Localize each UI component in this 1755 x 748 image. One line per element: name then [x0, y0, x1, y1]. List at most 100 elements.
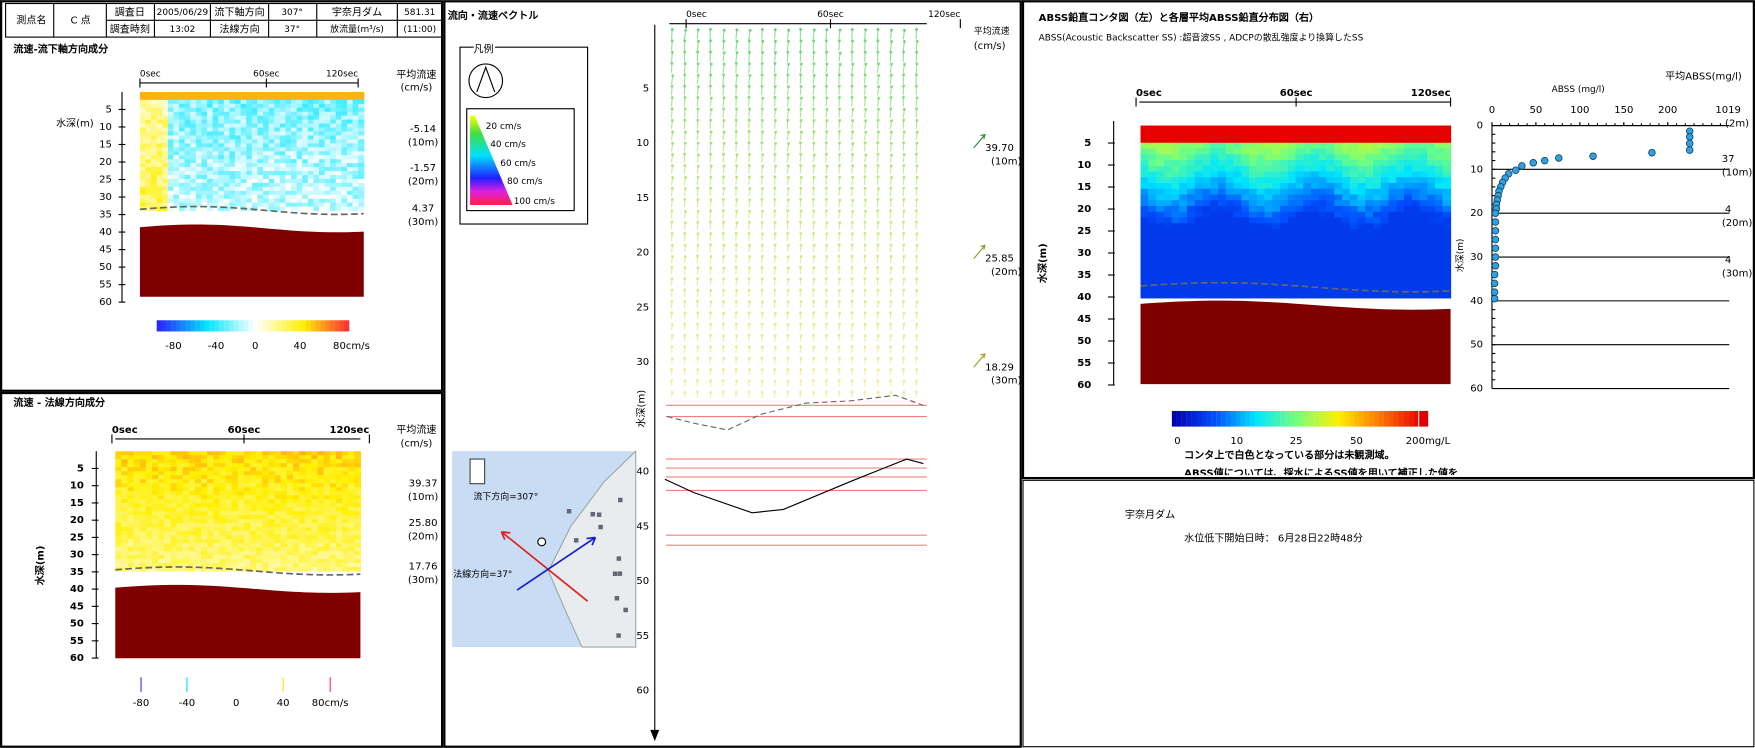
- contour-cell: [1179, 211, 1188, 219]
- contour-cell: [1179, 269, 1188, 276]
- contour-cell: [246, 143, 253, 148]
- vector-head: [760, 84, 764, 88]
- contour-cell: [1233, 280, 1242, 287]
- contour-cell: [296, 115, 303, 121]
- contour-cell: [167, 143, 175, 148]
- contour-cell: [139, 559, 147, 564]
- contour-cell: [313, 159, 320, 164]
- contour-cell: [164, 527, 171, 532]
- contour-cell: [305, 487, 312, 492]
- vector-head: [889, 266, 893, 270]
- contour-cell: [195, 111, 203, 117]
- contour-cell: [219, 539, 227, 544]
- contour-cell: [274, 194, 281, 200]
- contour-cell: [182, 475, 190, 480]
- contour-cell: [311, 503, 319, 508]
- contour-cell: [346, 91, 354, 97]
- contour-cell: [1148, 125, 1157, 132]
- colorbar-cell: [296, 320, 302, 332]
- contour-cell: [352, 147, 359, 152]
- contour-cell: [190, 131, 197, 137]
- contour-cell: [305, 451, 312, 456]
- contour-cell: [167, 198, 175, 204]
- contour-cell: [318, 115, 326, 121]
- contour-cell: [212, 182, 219, 188]
- vector-head: [915, 186, 918, 190]
- contour-cell: [302, 147, 309, 152]
- vector: [812, 86, 815, 96]
- contour-cell: [231, 551, 239, 556]
- contour-cell: [286, 451, 294, 456]
- depth-tick-label: 40: [99, 227, 112, 238]
- contour-cell: [311, 551, 319, 556]
- contour-cell: [250, 487, 257, 492]
- contour-cell: [341, 159, 348, 164]
- contour-cell: [307, 163, 314, 168]
- contour-cell: [1380, 234, 1390, 241]
- contour-cell: [256, 535, 263, 540]
- contour-cell: [1349, 200, 1359, 207]
- contour-cell: [1225, 240, 1235, 247]
- contour-cell: [240, 123, 247, 129]
- contour-cell: [156, 178, 163, 184]
- contour-cell: [237, 555, 245, 560]
- contour-cell: [1342, 137, 1351, 144]
- contour-cell: [329, 467, 337, 472]
- contour-cell: [170, 559, 178, 564]
- vector-head: [696, 129, 700, 133]
- colorbar-cell: [262, 320, 268, 332]
- contour-cell: [352, 135, 359, 140]
- contour-cell: [229, 190, 236, 196]
- contour-cell: [235, 91, 242, 97]
- contour-cell: [133, 511, 141, 516]
- contour-cell: [219, 555, 227, 560]
- contour-cell: [1357, 205, 1366, 213]
- vector-head: [670, 209, 674, 213]
- vector-head: [876, 141, 880, 145]
- contour-cell: [176, 539, 184, 544]
- contour-cell: [170, 527, 178, 532]
- vector-head: [773, 152, 777, 156]
- contour-cell: [218, 206, 225, 212]
- contour-cell: [292, 559, 300, 564]
- contour-cell: [121, 503, 129, 508]
- contour-cell: [231, 475, 239, 480]
- contour-cell: [1163, 131, 1173, 138]
- contour-cell: [1272, 240, 1281, 247]
- vector-head: [684, 130, 687, 134]
- contour-cell: [1396, 142, 1405, 150]
- vector-head: [914, 220, 918, 224]
- colorbar-cell: [224, 320, 230, 332]
- contour-cell: [246, 119, 253, 125]
- vector-head: [890, 62, 893, 66]
- contour-cell: [176, 463, 184, 468]
- contour-cell: [324, 119, 331, 125]
- vector-head: [799, 265, 802, 269]
- contour-cell: [184, 99, 191, 105]
- contour-cell: [1218, 269, 1227, 276]
- contour-cell: [330, 171, 337, 176]
- vector-head: [863, 39, 867, 43]
- contour-cell: [1256, 142, 1266, 150]
- contour-cell: [229, 147, 236, 152]
- vector-head: [837, 73, 841, 77]
- vector-head: [799, 186, 803, 190]
- vector-head: [837, 95, 841, 99]
- contour-cell: [173, 163, 180, 168]
- contour-cell: [280, 543, 288, 548]
- contour-cell: [1357, 188, 1366, 196]
- contour-cell: [145, 531, 153, 536]
- contour-cell: [195, 178, 203, 184]
- contour-cell: [246, 174, 253, 180]
- contour-cell: [1256, 159, 1266, 167]
- contour-cell: [1388, 286, 1397, 293]
- contour-cell: [1218, 217, 1227, 224]
- contour-cell: [229, 103, 236, 109]
- contour-cell: [358, 95, 365, 101]
- contour-cell: [307, 159, 314, 164]
- contour-cell: [246, 155, 253, 160]
- contour-cell: [324, 99, 331, 105]
- contour-cell: [1357, 194, 1366, 201]
- contour-cell: [352, 178, 359, 184]
- vector-head: [915, 322, 919, 326]
